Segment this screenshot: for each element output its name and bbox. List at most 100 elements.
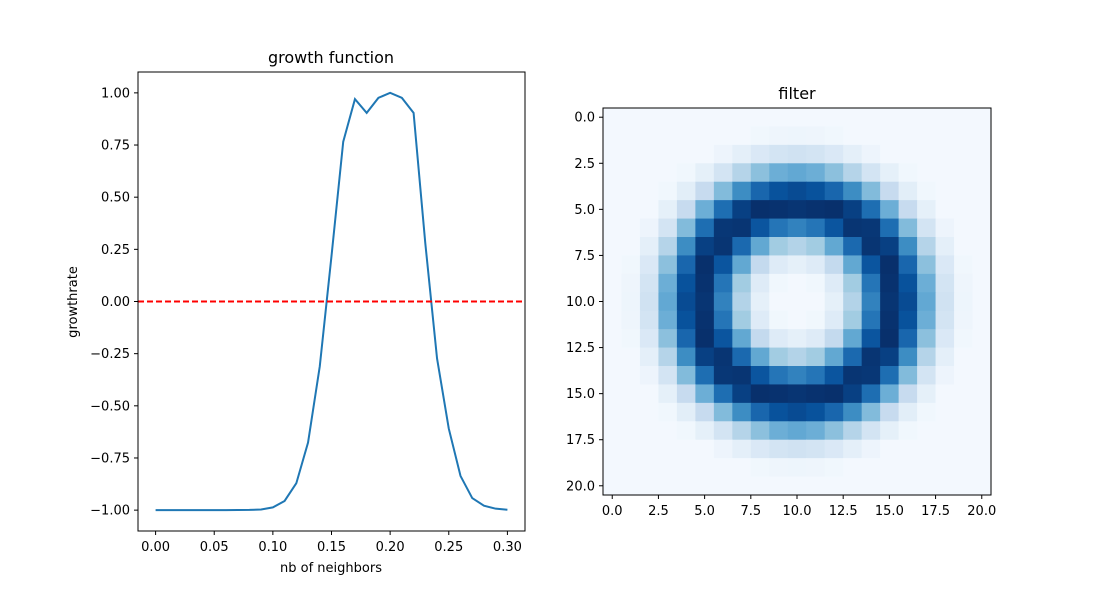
heatmap-cell xyxy=(843,402,863,422)
heatmap-cell xyxy=(954,237,974,257)
heatmap-cell xyxy=(917,366,937,386)
heatmap-cell xyxy=(639,273,660,293)
heatmap-cell xyxy=(861,273,881,293)
heatmap-cell xyxy=(787,108,807,128)
heatmap-cell xyxy=(880,402,900,422)
heatmap-cell xyxy=(861,126,881,146)
heatmap-cell xyxy=(750,384,770,404)
heatmap-cell xyxy=(750,200,770,220)
heatmap-cell xyxy=(732,237,752,257)
heatmap-cell xyxy=(787,200,807,220)
heatmap-cell xyxy=(732,458,752,478)
heatmap-cell xyxy=(972,144,992,164)
heatmap-cell xyxy=(917,163,937,183)
heatmap-cell xyxy=(843,255,863,275)
heatmap-cell xyxy=(972,273,992,293)
heatmap-cell xyxy=(695,144,715,164)
heatmap-cell xyxy=(843,476,863,496)
heatmap-cell xyxy=(917,458,937,478)
heatmap-cell xyxy=(898,181,918,201)
x-tick-label: 0.0 xyxy=(602,504,623,519)
heatmap-cell xyxy=(880,181,900,201)
heatmap-cell xyxy=(658,163,678,183)
heatmap-cell xyxy=(639,144,660,164)
heatmap-cell xyxy=(769,144,789,164)
heatmap-cell xyxy=(639,329,660,349)
heatmap-cell xyxy=(972,292,992,312)
heatmap-cell xyxy=(713,310,733,330)
heatmap-cell xyxy=(954,273,974,293)
heatmap-cell xyxy=(787,439,807,459)
heatmap-cell xyxy=(917,347,937,367)
heatmap-cell xyxy=(621,384,641,404)
heatmap-cell xyxy=(861,439,881,459)
x-tick-label: 0.25 xyxy=(434,540,463,555)
heatmap-cell xyxy=(695,218,715,238)
heatmap-cell xyxy=(750,273,770,293)
heatmap-cell xyxy=(621,255,641,275)
heatmap-cell xyxy=(732,292,752,312)
heatmap-cell xyxy=(732,329,752,349)
heatmap-cell xyxy=(732,347,752,367)
heatmap-cell xyxy=(898,218,918,238)
heatmap-cell xyxy=(750,292,770,312)
heatmap-cell xyxy=(639,310,660,330)
heatmap-cell xyxy=(806,310,826,330)
heatmap-cell xyxy=(676,329,696,349)
heatmap-cell xyxy=(972,255,992,275)
heatmap-cell xyxy=(639,237,660,257)
heatmap-cell xyxy=(917,108,937,128)
heatmap-cell xyxy=(750,458,770,478)
heatmap-cell xyxy=(676,476,696,496)
heatmap-cell xyxy=(972,347,992,367)
heatmap-cell xyxy=(769,292,789,312)
heatmap-cell xyxy=(935,439,955,459)
heatmap-cell xyxy=(787,163,807,183)
heatmap-cell xyxy=(769,439,789,459)
y-tick-label: 15.0 xyxy=(566,387,595,402)
heatmap-cell xyxy=(621,421,641,441)
y-tick-label: 2.5 xyxy=(574,157,595,172)
heatmap-cell xyxy=(917,273,937,293)
heatmap-cell xyxy=(676,458,696,478)
heatmap-cell xyxy=(824,366,844,386)
heatmap-cell xyxy=(861,329,881,349)
growth-x-label: nb of neighbors xyxy=(280,561,382,576)
heatmap-cell xyxy=(880,439,900,459)
heatmap-cell xyxy=(898,421,918,441)
heatmap-cell xyxy=(843,200,863,220)
heatmap-cell xyxy=(880,366,900,386)
heatmap-cell xyxy=(639,421,660,441)
heatmap-cell xyxy=(935,237,955,257)
x-tick-label: 0.15 xyxy=(317,540,346,555)
heatmap-cell xyxy=(787,458,807,478)
filter-heatmap xyxy=(603,108,992,496)
heatmap-cell xyxy=(621,292,641,312)
heatmap-cell xyxy=(954,200,974,220)
heatmap-cell xyxy=(954,310,974,330)
heatmap-cell xyxy=(861,144,881,164)
heatmap-cell xyxy=(603,421,623,441)
heatmap-cell xyxy=(750,237,770,257)
heatmap-cell xyxy=(935,273,955,293)
heatmap-cell xyxy=(843,237,863,257)
heatmap-cell xyxy=(603,273,623,293)
heatmap-cell xyxy=(695,273,715,293)
heatmap-cell xyxy=(769,347,789,367)
heatmap-cell xyxy=(787,144,807,164)
heatmap-cell xyxy=(621,273,641,293)
heatmap-cell xyxy=(713,200,733,220)
heatmap-cell xyxy=(880,347,900,367)
heatmap-cell xyxy=(787,292,807,312)
heatmap-cell xyxy=(861,421,881,441)
y-tick-label: −0.25 xyxy=(90,347,130,362)
heatmap-cell xyxy=(621,458,641,478)
heatmap-cell xyxy=(954,421,974,441)
heatmap-cell xyxy=(713,144,733,164)
heatmap-cell xyxy=(972,126,992,146)
heatmap-cell xyxy=(787,181,807,201)
heatmap-cell xyxy=(972,329,992,349)
heatmap-cell xyxy=(695,347,715,367)
heatmap-cell xyxy=(806,439,826,459)
heatmap-cell xyxy=(806,347,826,367)
